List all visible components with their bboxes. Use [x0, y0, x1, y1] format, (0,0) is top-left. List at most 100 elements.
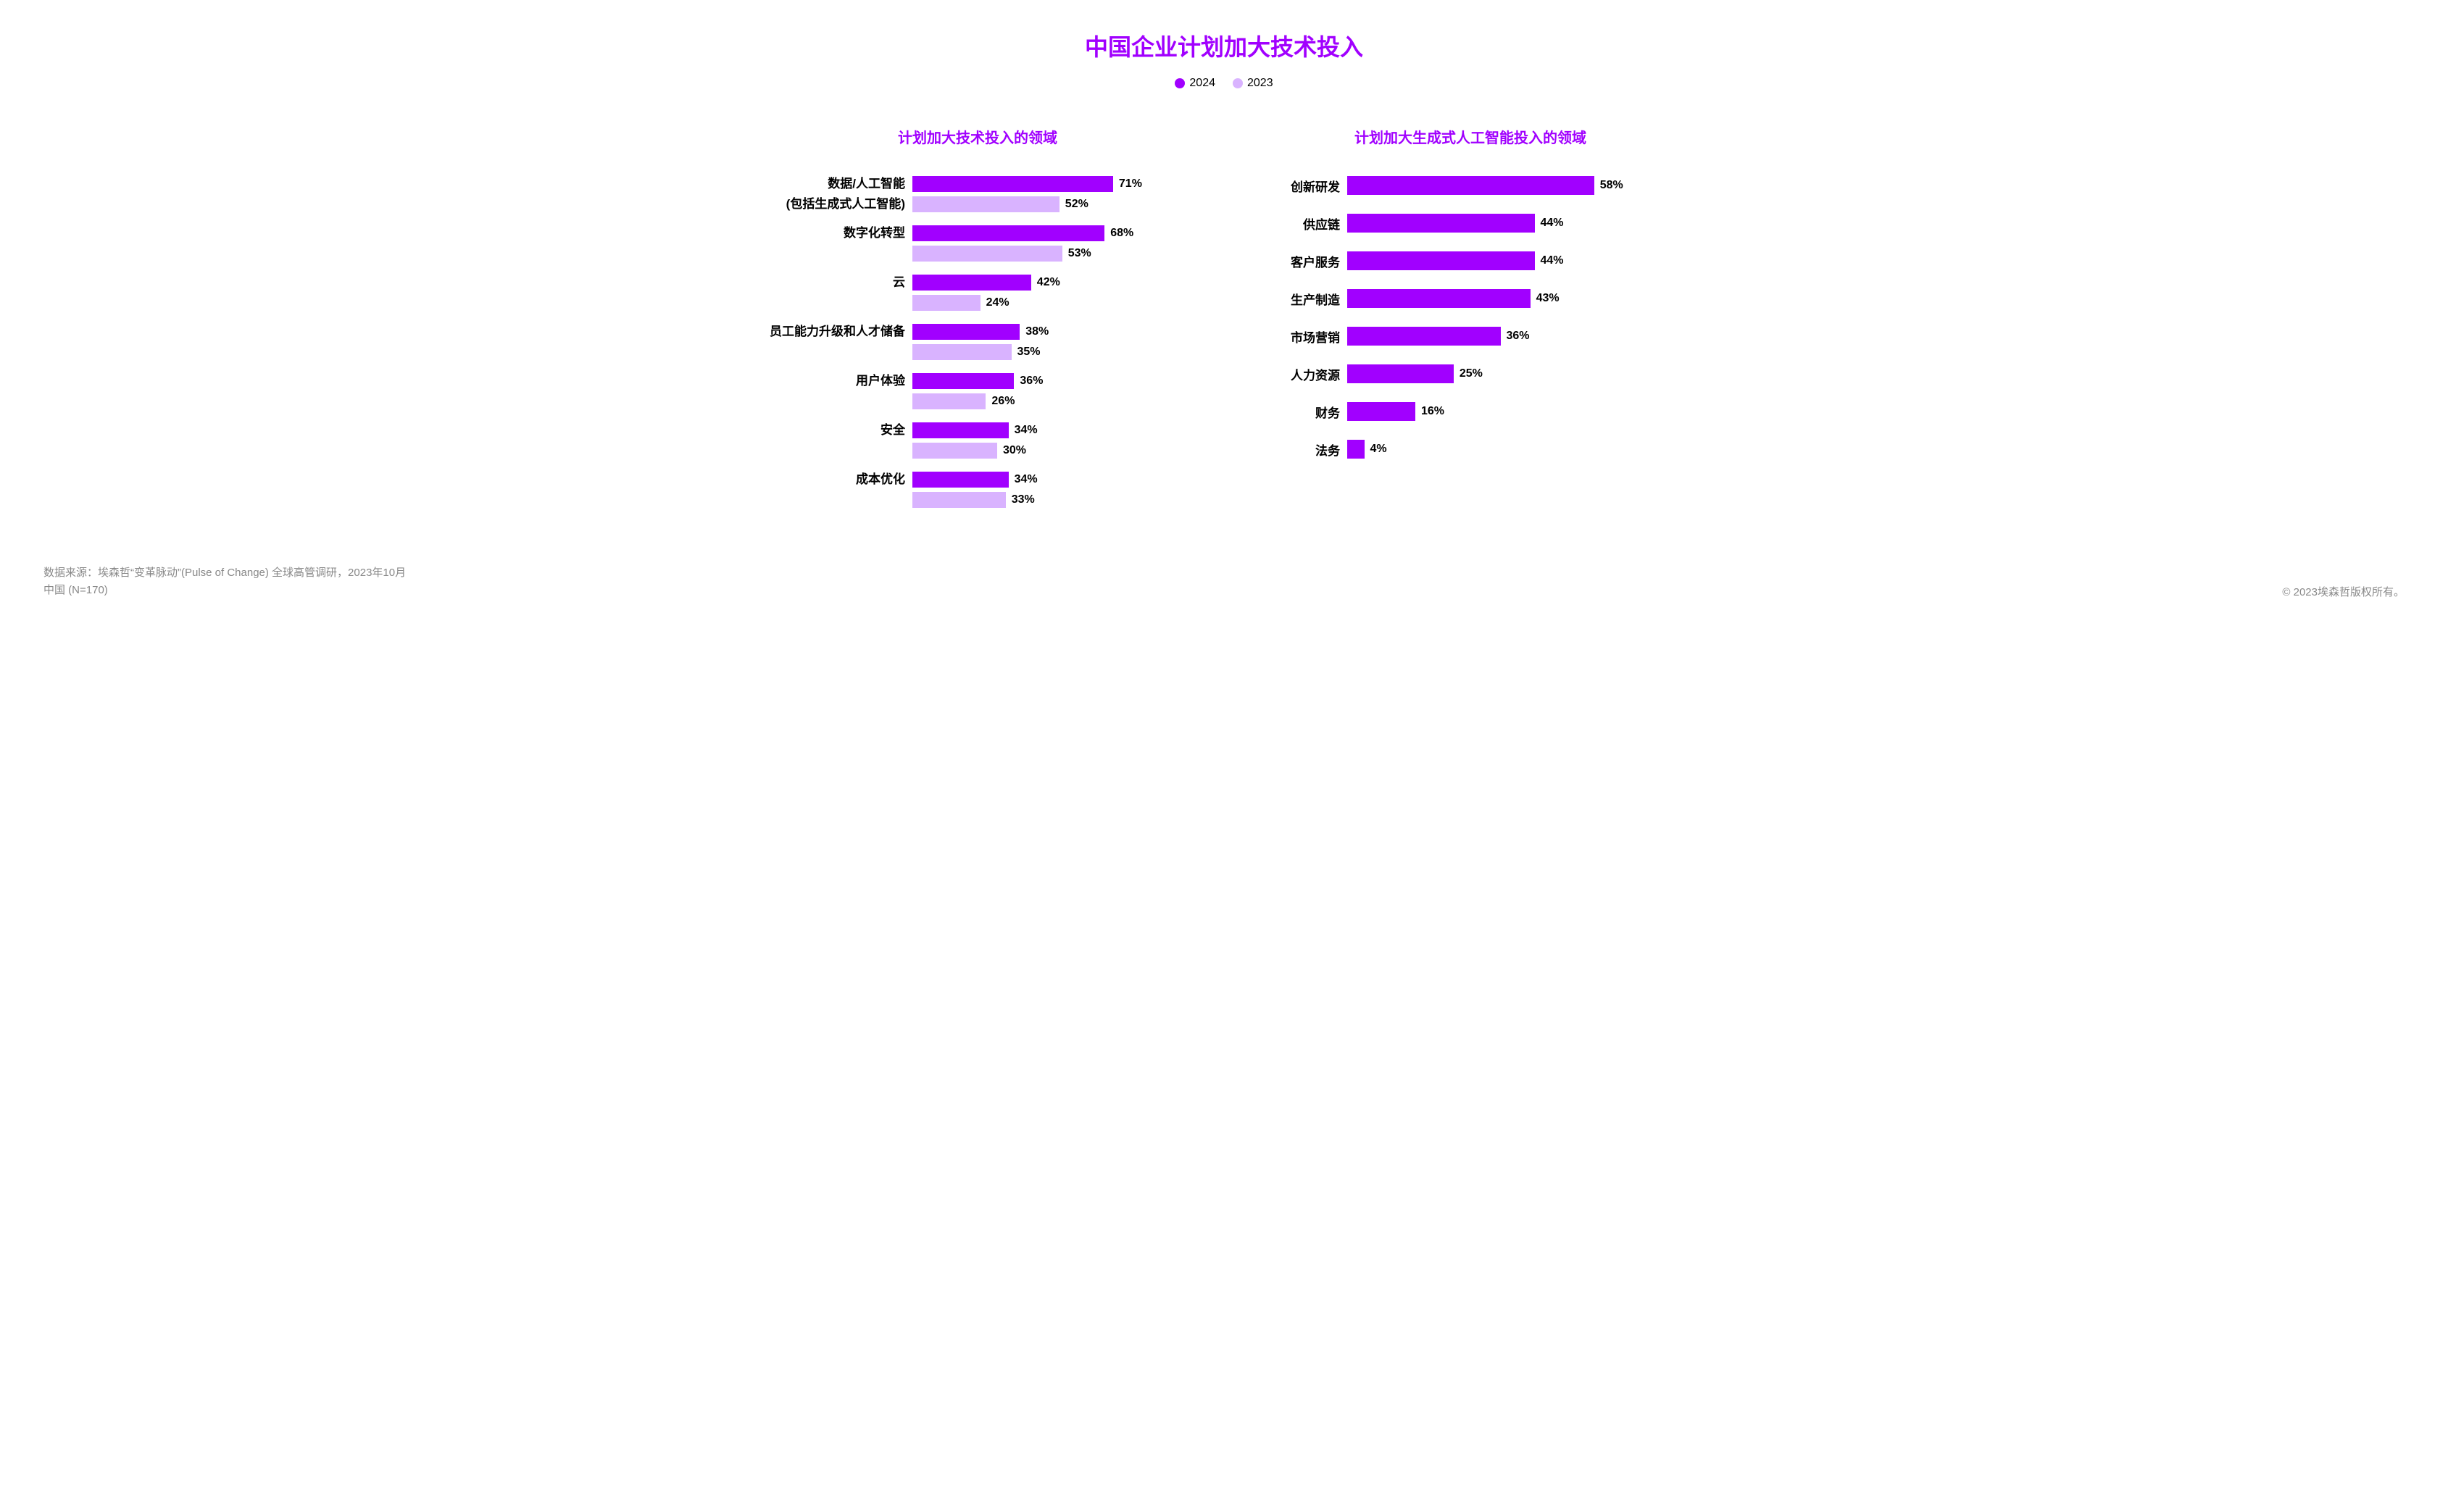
bar-row: 生产制造 43%	[1253, 289, 1688, 308]
source-line-2: 中国 (N=170)	[43, 582, 406, 599]
bar-track: 44%	[1347, 251, 1688, 270]
bar-group: 安全 34% 30%	[760, 422, 1195, 459]
bar-value: 36%	[1020, 375, 1043, 388]
bar-value: 58%	[1600, 179, 1623, 192]
footer-copyright: © 2023埃森哲版权所有。	[2282, 584, 2405, 599]
bar-row: 财务16%	[1253, 402, 1688, 421]
bar-2023	[912, 393, 986, 409]
bar-track: 35%	[912, 344, 1195, 360]
bar-track: 25%	[1347, 364, 1688, 383]
bar-row: 人力资源25%	[1253, 364, 1688, 383]
bar-track: 34%	[912, 422, 1195, 438]
bar-value: 25%	[1460, 367, 1483, 380]
bar-track: 38%	[912, 324, 1195, 340]
bar-group: 供应链 44%	[1253, 214, 1688, 233]
bar-group: 客户服务 44%	[1253, 251, 1688, 270]
bar-2023	[912, 492, 1006, 508]
bar-row-2024: 安全 34%	[760, 422, 1195, 438]
bar-label: 成本优化	[760, 472, 912, 487]
bar-track: 43%	[1347, 289, 1688, 308]
bar-label: 生产制造	[1253, 290, 1347, 308]
legend-label: 2023	[1247, 77, 1273, 90]
bar-row-2023: (包括生成式人工智能)52%	[760, 196, 1195, 212]
bar-group: 法务4%	[1253, 440, 1688, 459]
bar-group: 市场营销36%	[1253, 327, 1688, 346]
footer-source: 数据来源：埃森哲“变革脉动”(Pulse of Change) 全球高管调研，2…	[43, 564, 406, 599]
bar-track: 44%	[1347, 214, 1688, 233]
bar-2024	[912, 422, 1009, 438]
bar-value: 53%	[1068, 247, 1091, 260]
left-chart-subtitle: 计划加大技术投入的领域	[760, 126, 1195, 147]
bar-2024	[912, 275, 1031, 291]
bar-row: 法务4%	[1253, 440, 1688, 459]
bar-track: 42%	[912, 275, 1195, 291]
bar-value: 34%	[1015, 473, 1038, 486]
bar-row-2024: 数字化转型68%	[760, 225, 1195, 241]
bar-label: 供应链	[1253, 214, 1347, 233]
bar-track: 24%	[912, 295, 1195, 311]
bar-track: 30%	[912, 443, 1195, 459]
bar-track: 71%	[912, 176, 1195, 192]
bar-row-2024: 用户体验36%	[760, 373, 1195, 389]
bar-track: 33%	[912, 492, 1195, 508]
bar-2023	[912, 196, 1059, 212]
bar-group: 数据/人工智能71% (包括生成式人工智能)52%	[760, 176, 1195, 212]
bar-label: 创新研发	[1253, 177, 1347, 195]
bar-group: 成本优化 34% 33%	[760, 472, 1195, 508]
legend-swatch	[1175, 78, 1185, 88]
bar-row-2023: 24%	[760, 295, 1195, 311]
bar-2024	[912, 324, 1020, 340]
bar-group: 员工能力升级和人才储备38% 35%	[760, 324, 1195, 360]
bar-label: 员工能力升级和人才储备	[760, 324, 912, 339]
bar-row-2023: 53%	[760, 246, 1195, 262]
bar-value: 26%	[991, 395, 1015, 408]
bar-value: 52%	[1065, 198, 1088, 211]
bar-row-2023: 33%	[760, 492, 1195, 508]
bar-2024	[912, 472, 1009, 488]
bar	[1347, 251, 1535, 270]
bar-row-2023: 30%	[760, 443, 1195, 459]
bar-2024	[912, 225, 1104, 241]
bar-row-2024: 数据/人工智能71%	[760, 176, 1195, 192]
bar-track: 16%	[1347, 402, 1688, 421]
source-line-1: 数据来源：埃森哲“变革脉动”(Pulse of Change) 全球高管调研，2…	[43, 564, 406, 582]
bar-label: 数据/人工智能	[760, 176, 912, 191]
bar-label: 客户服务	[1253, 252, 1347, 270]
bar-2024	[912, 373, 1014, 389]
bar-label: 法务	[1253, 440, 1347, 459]
bar-track: 58%	[1347, 176, 1688, 195]
bar-group: 人力资源25%	[1253, 364, 1688, 383]
left-chart: 计划加大技术投入的领域 数据/人工智能71% (包括生成式人工智能)52% 数字化转…	[760, 126, 1195, 521]
bar-2024	[912, 176, 1113, 192]
bar-value: 34%	[1015, 424, 1038, 437]
bar-group: 云42%24%	[760, 275, 1195, 311]
bar-track: 53%	[912, 246, 1195, 262]
bar-group: 用户体验36% 26%	[760, 373, 1195, 409]
bar-row: 供应链 44%	[1253, 214, 1688, 233]
bar-value: 43%	[1536, 292, 1560, 305]
footer: 数据来源：埃森哲“变革脉动”(Pulse of Change) 全球高管调研，2…	[43, 564, 2405, 599]
legend-item: 2023	[1233, 77, 1273, 90]
right-chart-bars: 创新研发 58% 供应链 44% 客户服务 44% 生产制造 43% 市场营销36% 人力资源25…	[1253, 176, 1688, 459]
bar-label: 数字化转型	[760, 225, 912, 241]
bar-row-2024: 员工能力升级和人才储备38%	[760, 324, 1195, 340]
bar-row: 创新研发 58%	[1253, 176, 1688, 195]
bar-track: 34%	[912, 472, 1195, 488]
bar-row-2023: 35%	[760, 344, 1195, 360]
legend-swatch	[1233, 78, 1243, 88]
bar	[1347, 214, 1535, 233]
left-chart-bars: 数据/人工智能71% (包括生成式人工智能)52% 数字化转型68% 53% 云42%2…	[760, 176, 1195, 508]
bar-label: 市场营销	[1253, 327, 1347, 346]
charts-container: 计划加大技术投入的领域 数据/人工智能71% (包括生成式人工智能)52% 数字化转…	[43, 126, 2405, 521]
bar-group: 生产制造 43%	[1253, 289, 1688, 308]
bar	[1347, 289, 1531, 308]
bar-track: 26%	[912, 393, 1195, 409]
bar-value: 30%	[1003, 444, 1026, 457]
bar-label: 安全	[760, 422, 912, 438]
bar-row: 市场营销36%	[1253, 327, 1688, 346]
bar-value: 44%	[1541, 254, 1564, 267]
bar-2023	[912, 344, 1012, 360]
bar-label: 财务	[1253, 403, 1347, 421]
bar-value: 44%	[1541, 217, 1564, 230]
bar	[1347, 327, 1501, 346]
